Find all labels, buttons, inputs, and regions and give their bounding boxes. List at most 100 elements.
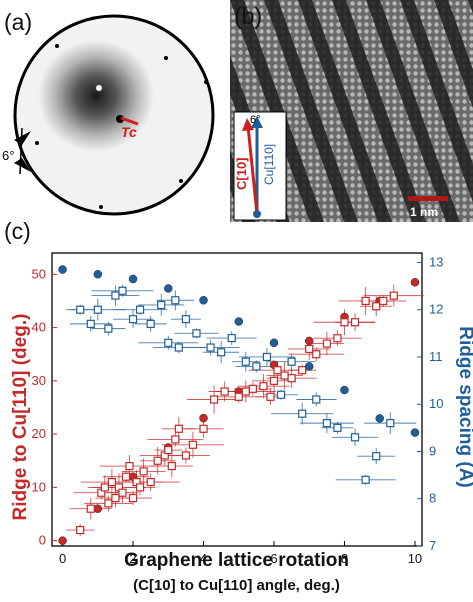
stm-dark-ridge [230, 0, 324, 222]
data-point-square [322, 419, 331, 428]
stm-dark-ridge [332, 0, 426, 222]
data-point-square [361, 296, 370, 306]
data-point-circle [410, 278, 420, 287]
data-point-square [217, 348, 226, 357]
data-point-square [276, 390, 286, 399]
data-point-square [104, 324, 113, 333]
data-point-square [128, 315, 138, 324]
scalebar-label: 1 nm [410, 205, 438, 219]
data-point-square [174, 424, 183, 433]
data-point-square [181, 451, 191, 460]
data-point-square [259, 382, 268, 391]
x-tick-label: 4 [200, 551, 207, 566]
chart-errorbars [66, 284, 424, 537]
data-point-square [164, 338, 173, 347]
data-point-circle [234, 317, 244, 326]
stm-dark-ridge [264, 0, 358, 222]
diffraction-spot [99, 205, 103, 209]
center-spot [96, 85, 102, 91]
data-point-circle [93, 504, 103, 513]
data-point-square [171, 435, 180, 444]
origin-dot [253, 210, 261, 218]
data-point-circle [58, 265, 67, 274]
angle-label: 6° [250, 114, 261, 126]
scalebar [408, 196, 448, 201]
c10-arrow-icon [242, 118, 254, 131]
data-point-square [118, 488, 127, 497]
stm-dark-ridge [434, 0, 473, 109]
panel-a-label: (a) [4, 9, 32, 35]
y-right-tick-label: 10 [429, 396, 443, 411]
y-right-tick-label: 7 [429, 538, 436, 553]
panel-b-label: (b) [234, 3, 262, 29]
x-tick-label: 0 [59, 551, 66, 566]
data-point-square [192, 329, 201, 338]
data-point-circle [58, 536, 67, 545]
plot-frame [51, 252, 423, 547]
angle-arrow-icon [14, 158, 31, 172]
data-point-square [305, 344, 314, 353]
c10-label: C[10] [234, 157, 249, 190]
data-point-square [139, 467, 148, 476]
data-point-square [333, 334, 342, 343]
data-point-square [209, 395, 219, 404]
stm-dark-ridge [400, 0, 473, 203]
data-point-square [252, 362, 261, 371]
angle-arrow-icon [14, 131, 31, 145]
data-point-square [188, 440, 198, 449]
y-right-tick-label: 9 [429, 443, 436, 458]
y-right-tick-label: 12 [429, 302, 443, 317]
y-left-tick-label: 20 [32, 426, 46, 441]
data-point-square [181, 315, 191, 324]
data-point-circle [304, 362, 314, 371]
x-tick-label: 8 [341, 551, 348, 566]
diffraction-spot [179, 179, 183, 183]
panel-c-chart: (c) 0 2 4 6 8 10 0 10 20 30 40 50 7 8 9 10 11 12 13 Ridge … [4, 218, 473, 566]
y-left-tick-label: 30 [32, 373, 46, 388]
chart-points [58, 265, 420, 545]
data-point-square [171, 296, 180, 305]
data-point-square [372, 302, 381, 311]
data-point-square [312, 395, 321, 404]
data-point-circle [304, 336, 314, 346]
data-point-square [322, 339, 331, 348]
data-point-circle [93, 270, 103, 279]
data-point-square [100, 483, 109, 492]
data-point-square [269, 376, 279, 385]
data-point-square [153, 456, 162, 465]
data-point-square [234, 392, 243, 401]
data-point-square [125, 461, 134, 471]
data-point-square [379, 296, 388, 306]
y-left-tick-label: 0 [39, 533, 46, 548]
data-point-square [164, 446, 173, 455]
data-point-square [121, 472, 131, 481]
diffraction-halo [38, 40, 154, 152]
x-tick-label: 10 [408, 551, 422, 566]
data-point-square [372, 452, 381, 461]
data-point-circle [199, 296, 208, 305]
x-tick-label: 6 [270, 551, 277, 566]
angle-label: 6° [2, 148, 14, 163]
stm-dark-ridge [298, 0, 392, 222]
data-point-square [76, 525, 85, 535]
data-point-square [262, 352, 272, 362]
y-right-tick-label: 11 [429, 349, 443, 364]
data-point-square [312, 350, 321, 359]
panel-b-stm-image: 6° C[10] Cu[110] 1 nm (b) [230, 0, 473, 222]
y-left-tick-label: 10 [32, 479, 46, 494]
y-axis-right-title: Ridge spacing (Å) [455, 326, 473, 488]
y-left-tick-label: 50 [32, 266, 46, 281]
data-point-square [76, 305, 85, 314]
data-point-square [199, 424, 208, 433]
cu110-label: Cu[110] [262, 144, 276, 185]
data-point-square [287, 374, 296, 383]
data-point-circle [199, 413, 208, 423]
data-point-square [104, 499, 113, 508]
data-point-square [350, 318, 360, 327]
data-point-square [273, 366, 282, 375]
x-axis-title: Graphene lattice rotation [124, 550, 349, 571]
data-point-square [206, 343, 215, 352]
x-axis-subtitle: (C[10] to Cu[110] angle, deg.) [133, 577, 340, 594]
marker-line [120, 116, 139, 126]
data-point-square [220, 387, 229, 396]
